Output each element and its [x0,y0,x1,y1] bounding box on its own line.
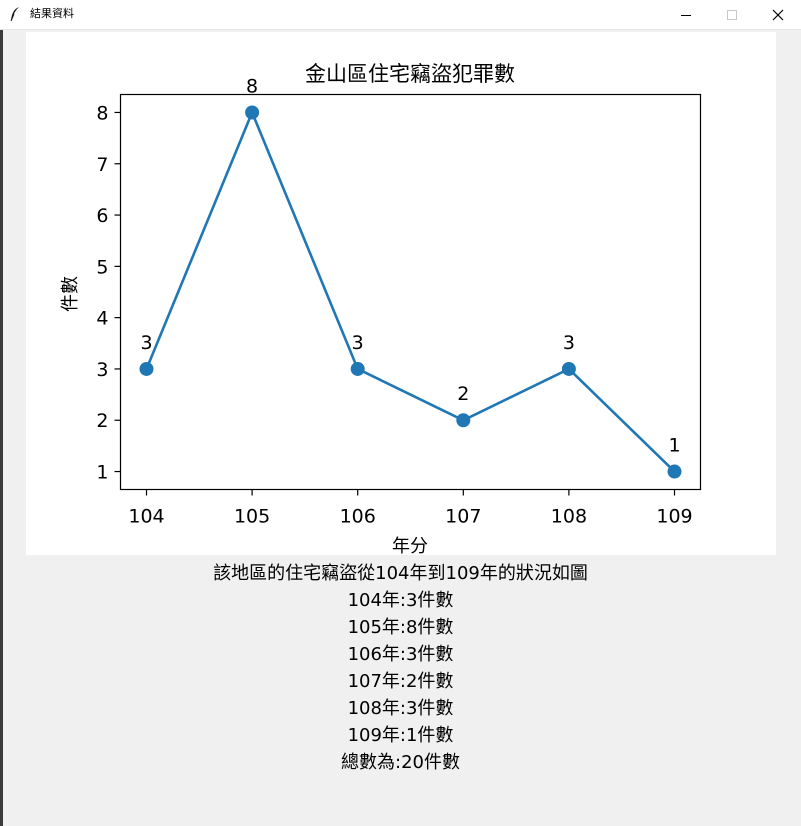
summary-line-107: 107年:2件數 [347,671,454,692]
y-tick-label: 2 [96,410,108,432]
x-tick-label: 109 [656,506,692,528]
data-label: 2 [457,383,469,405]
summary-line-109: 109年:1件數 [347,725,454,746]
y-tick-label: 3 [96,359,108,381]
x-axis: 104 105 106 107 108 109 [128,489,693,528]
y-axis-label: 件數 [60,276,81,312]
minimize-button[interactable] [663,0,709,29]
y-tick-label: 5 [96,256,108,278]
summary-line-106: 106年:3件數 [347,644,454,665]
summary-total: 總數為:20件數 [341,752,460,773]
data-point [456,413,471,428]
data-label: 3 [352,332,364,354]
x-axis-label: 年分 [392,536,428,555]
close-icon [772,9,784,20]
y-tick-label: 7 [96,154,108,176]
data-labels: 3 8 3 2 3 1 [140,75,680,456]
data-label: 8 [246,75,258,97]
chart-title: 金山區住宅竊盜犯罪數 [305,62,515,86]
window-titlebar: 結果資料 [0,0,801,30]
data-label: 1 [668,435,680,457]
left-window-edge [0,30,3,826]
window-title: 結果資料 [30,7,74,20]
y-tick-label: 1 [96,462,108,484]
close-button[interactable] [755,0,801,29]
data-point [245,105,260,120]
chart-panel: 金山區住宅竊盜犯罪數 1 2 3 4 5 6 7 8 104 105 106 107 108 109 3… [26,32,776,557]
summary-intro: 該地區的住宅竊盜從104年到109年的狀況如圖 [213,563,588,584]
data-point [561,361,576,376]
line-chart: 金山區住宅竊盜犯罪數 1 2 3 4 5 6 7 8 104 105 106 107 108 109 3… [60,62,702,557]
y-tick-label: 4 [96,308,108,330]
summary-line-104: 104年:3件數 [347,590,454,611]
x-tick-label: 105 [234,506,270,528]
maximize-button[interactable] [709,0,755,29]
maximize-icon [727,9,737,20]
x-tick-label: 106 [340,506,376,528]
summary-text: 該地區的住宅竊盜從104年到109年的狀況如圖 104年:3件數 105年:8件… [0,560,801,776]
feather-icon [10,7,19,22]
y-tick-label: 6 [96,205,108,227]
data-point [350,361,365,376]
data-points [139,105,682,479]
x-tick-label: 104 [128,506,164,528]
y-tick-label: 8 [96,102,108,124]
y-axis: 1 2 3 4 5 6 7 8 [96,102,121,484]
plot-frame [119,93,702,491]
summary-line-105: 105年:8件數 [347,617,454,638]
minimize-icon [681,14,691,16]
summary-line-108: 108年:3件數 [347,698,454,719]
data-point [667,464,682,479]
x-tick-label: 107 [445,506,481,528]
data-label: 3 [563,332,575,354]
data-point [139,361,154,376]
series-line [145,109,676,473]
data-label: 3 [140,332,152,354]
x-tick-label: 108 [551,506,587,528]
